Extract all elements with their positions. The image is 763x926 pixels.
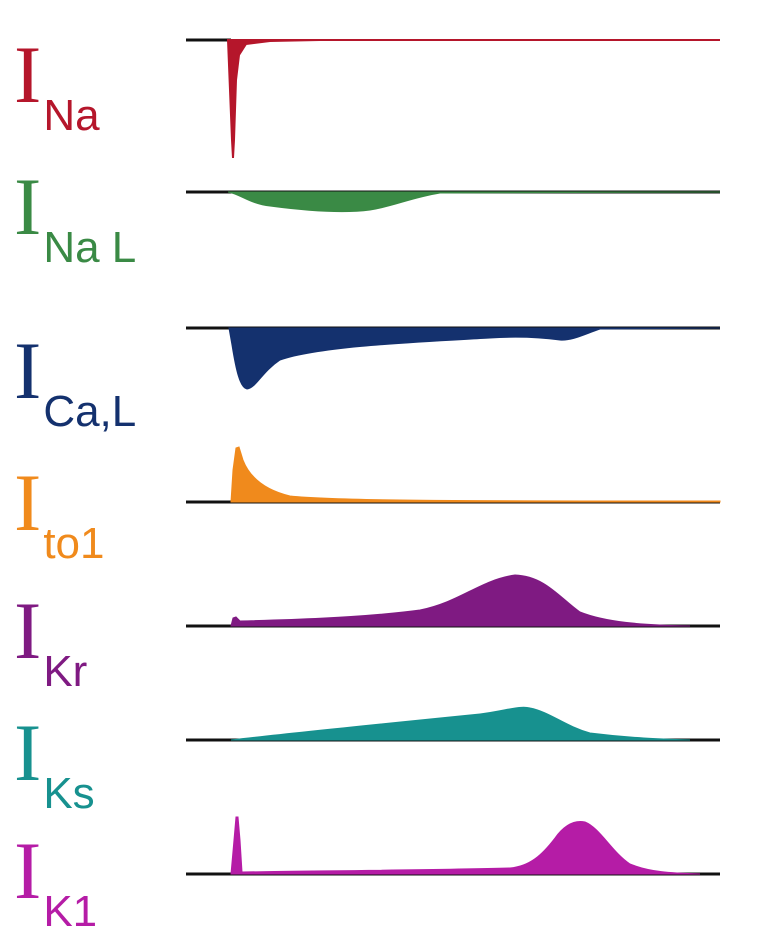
label-ina-main: I: [14, 29, 42, 120]
trace-iks: [186, 706, 720, 742]
label-ikr: IKr: [14, 590, 87, 694]
trace-inal-waveform: [227, 191, 721, 213]
label-inal-main: I: [14, 161, 42, 252]
trace-ikr-waveform: [230, 574, 691, 627]
label-ina: INa: [14, 34, 100, 138]
trace-ito1-waveform: [230, 446, 721, 503]
trace-ina-waveform: [226, 39, 720, 159]
trace-ik1-waveform: [230, 816, 701, 875]
trace-ito1: [186, 446, 721, 504]
label-ito1-sub: to1: [43, 519, 105, 568]
label-ik1: IK1: [14, 830, 97, 926]
label-inal-sub: Na L: [43, 223, 137, 272]
trace-ik1: [186, 816, 720, 876]
trace-ical: [186, 326, 721, 390]
label-ikr-sub: Kr: [43, 647, 88, 696]
label-iks-sub: Ks: [43, 769, 95, 818]
trace-inal: [186, 190, 721, 213]
label-ikr-main: I: [14, 585, 42, 676]
label-ito1: Ito1: [14, 462, 104, 566]
trace-ical-waveform: [228, 327, 721, 390]
label-inal: INa L: [14, 166, 136, 270]
label-iks-main: I: [14, 707, 42, 798]
label-ical-main: I: [14, 325, 42, 416]
label-iks: IKs: [14, 712, 95, 816]
label-ical-sub: Ca,L: [43, 387, 137, 436]
label-ina-sub: Na: [43, 91, 100, 140]
trace-ina: [186, 38, 720, 159]
label-ito1-main: I: [14, 457, 42, 548]
label-ical: ICa,L: [14, 330, 136, 434]
label-ik1-sub: K1: [43, 887, 98, 926]
trace-ikr: [186, 574, 720, 628]
trace-iks-waveform: [230, 706, 691, 741]
label-ik1-main: I: [14, 825, 42, 916]
